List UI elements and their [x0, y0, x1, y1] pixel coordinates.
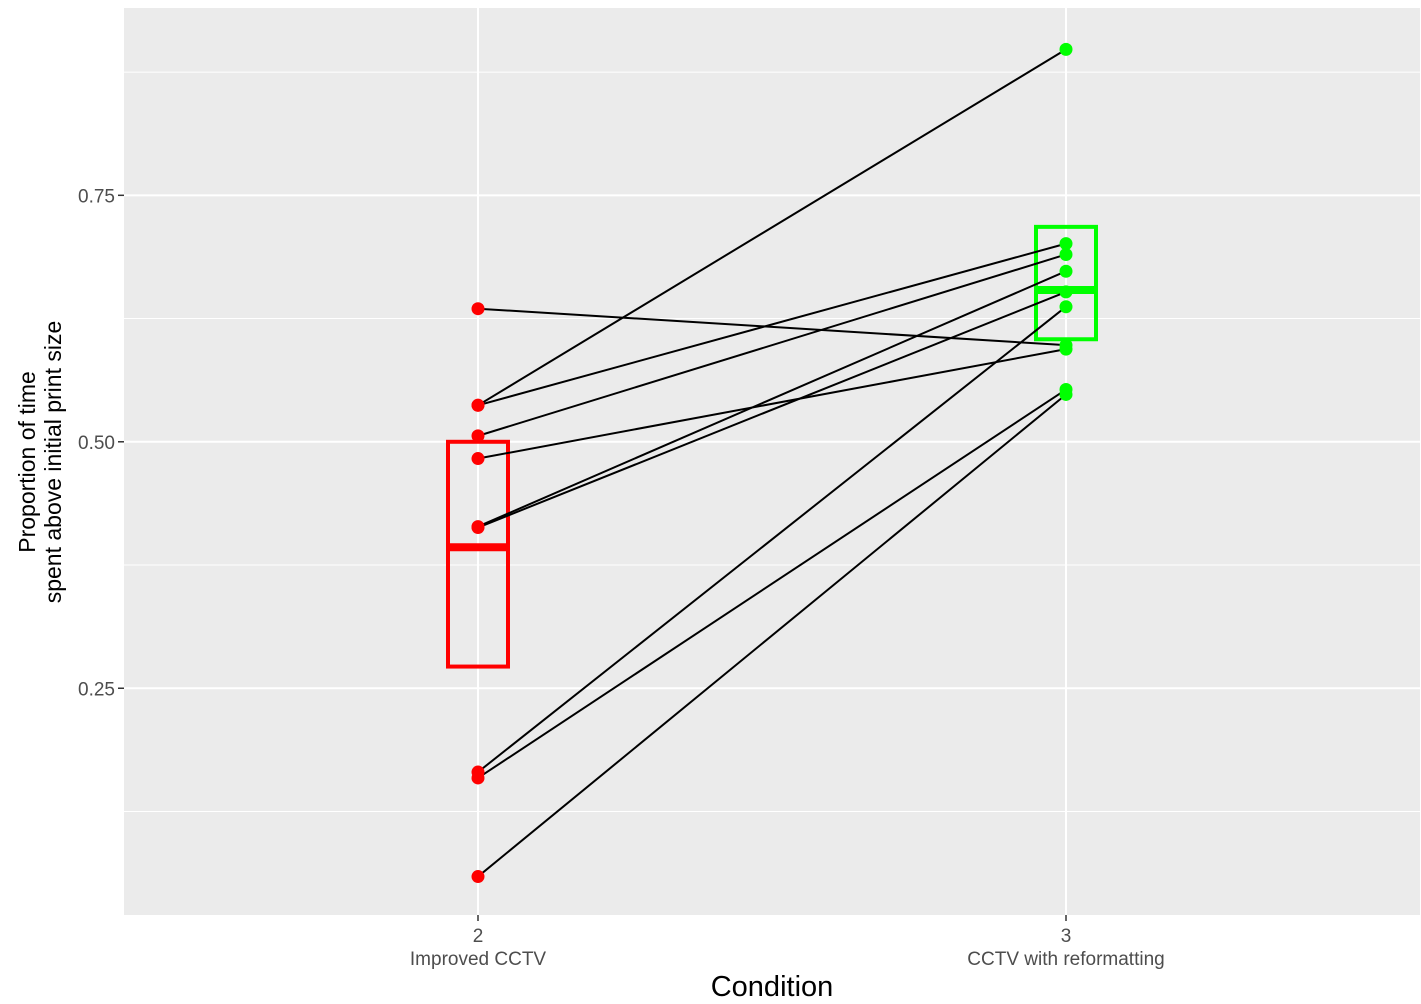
- point-condition-2: [471, 870, 485, 884]
- point-condition-3: [1059, 300, 1073, 314]
- y-tick-label: 0.75: [78, 186, 115, 207]
- data-points: [471, 42, 1073, 884]
- pair-line: [477, 48, 1067, 407]
- major-gridlines: [124, 8, 1420, 915]
- paired-lines: [477, 48, 1067, 878]
- pair-line: [477, 305, 1067, 773]
- x-tick-label-name: CCTV with reformatting: [967, 949, 1164, 970]
- point-condition-3: [1059, 247, 1073, 261]
- pair-line: [477, 388, 1067, 779]
- y-axis-title-line-2: spent above initial print size: [40, 321, 66, 604]
- point-condition-3: [1059, 285, 1073, 299]
- point-condition-2: [471, 771, 485, 785]
- y-axis-title-line-1: Proportion of time: [14, 371, 40, 553]
- point-condition-2: [471, 429, 485, 443]
- point-condition-2: [471, 398, 485, 412]
- pair-line: [477, 291, 1067, 529]
- y-tick-label: 0.50: [78, 433, 115, 454]
- minor-gridlines: [124, 71, 1420, 812]
- point-condition-2: [471, 302, 485, 316]
- pair-line: [477, 393, 1067, 878]
- x-tick-label-name: Improved CCTV: [410, 949, 547, 970]
- point-condition-3: [1059, 342, 1073, 356]
- point-condition-3: [1059, 42, 1073, 56]
- pair-line: [477, 270, 1067, 528]
- x-tick-label-code: 3: [1061, 926, 1072, 947]
- x-axis-title: Condition: [711, 971, 834, 1003]
- pair-line: [477, 307, 1067, 347]
- point-condition-2: [471, 521, 485, 535]
- x-tick-label-code: 2: [473, 926, 484, 947]
- point-condition-3: [1059, 264, 1073, 278]
- plot-panel: [124, 8, 1420, 915]
- pair-line: [477, 348, 1067, 460]
- pair-line: [477, 242, 1067, 407]
- y-tick-label: 0.25: [78, 679, 115, 700]
- pair-line: [477, 253, 1067, 437]
- point-condition-2: [471, 452, 485, 466]
- point-condition-3: [1059, 387, 1073, 401]
- y-axis-title: Proportion of time spent above initial p…: [14, 321, 66, 604]
- y-axis: 0.25 0.50 0.75: [78, 186, 124, 700]
- point-condition-3: [1059, 237, 1073, 251]
